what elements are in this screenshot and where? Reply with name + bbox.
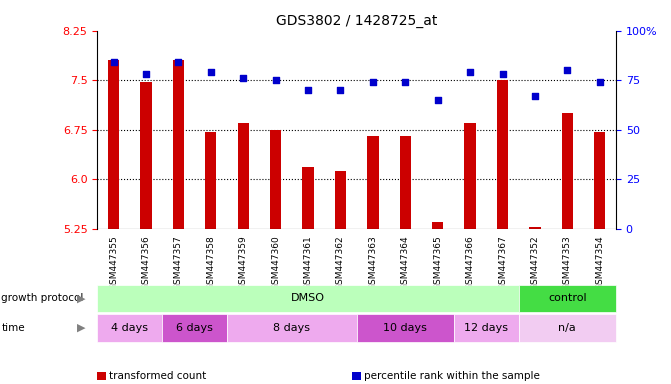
Bar: [238, 123, 249, 229]
Bar: [140, 81, 152, 229]
Bar: [97, 285, 519, 312]
Point: [465, 69, 476, 75]
Bar: [227, 314, 357, 342]
Point: [432, 97, 443, 103]
Text: growth protocol: growth protocol: [1, 293, 84, 303]
Point: [108, 60, 119, 66]
Title: GDS3802 / 1428725_at: GDS3802 / 1428725_at: [276, 14, 437, 28]
Bar: [367, 136, 378, 229]
Bar: [594, 132, 605, 229]
Text: 8 days: 8 days: [273, 323, 310, 333]
Bar: [303, 167, 313, 229]
Bar: [172, 60, 184, 229]
Bar: [205, 132, 217, 229]
Text: 12 days: 12 days: [464, 323, 509, 333]
Bar: [464, 123, 476, 229]
Bar: [97, 314, 162, 342]
Text: 10 days: 10 days: [383, 323, 427, 333]
Bar: [108, 60, 119, 229]
Text: 6 days: 6 days: [176, 323, 213, 333]
Bar: [270, 130, 281, 229]
Point: [173, 60, 184, 66]
Point: [529, 93, 540, 99]
Text: percentile rank within the sample: percentile rank within the sample: [364, 371, 540, 381]
Bar: [519, 314, 616, 342]
Point: [140, 71, 151, 78]
Text: time: time: [1, 323, 25, 333]
Bar: [454, 314, 519, 342]
Point: [238, 75, 248, 81]
Bar: [562, 113, 573, 229]
Point: [400, 79, 411, 85]
Bar: [497, 80, 508, 229]
Bar: [529, 227, 541, 229]
Text: ▶: ▶: [77, 293, 86, 303]
Bar: [335, 171, 346, 229]
Text: DMSO: DMSO: [291, 293, 325, 303]
Text: control: control: [548, 293, 586, 303]
Bar: [162, 314, 227, 342]
Point: [303, 87, 313, 93]
Point: [497, 71, 508, 78]
Text: 4 days: 4 days: [111, 323, 148, 333]
Point: [562, 67, 573, 73]
Point: [595, 79, 605, 85]
Point: [270, 77, 281, 83]
Point: [335, 87, 346, 93]
Bar: [432, 222, 444, 229]
Text: transformed count: transformed count: [109, 371, 207, 381]
Point: [368, 79, 378, 85]
Text: n/a: n/a: [558, 323, 576, 333]
Point: [205, 69, 216, 75]
Text: ▶: ▶: [77, 323, 86, 333]
Bar: [357, 314, 454, 342]
Bar: [400, 136, 411, 229]
Bar: [519, 285, 616, 312]
